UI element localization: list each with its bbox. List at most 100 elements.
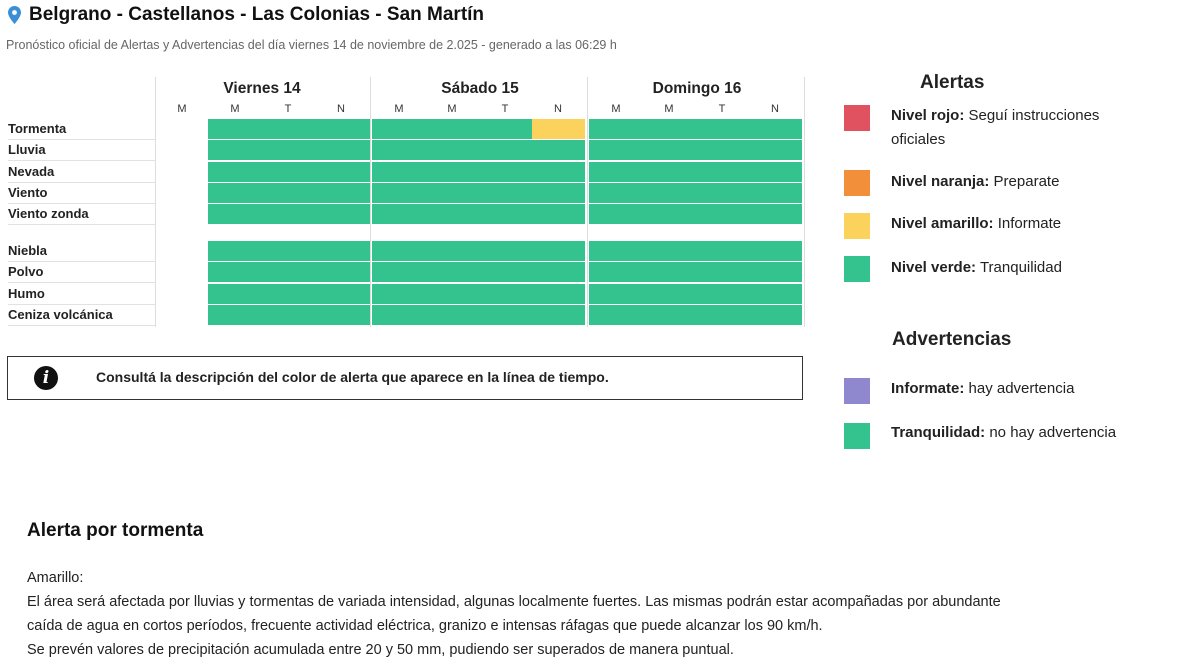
alert-cell bbox=[749, 161, 802, 182]
alert-cell bbox=[643, 140, 697, 161]
alert-cell bbox=[316, 161, 370, 182]
alert-cell bbox=[697, 262, 749, 283]
info-icon: i bbox=[34, 366, 58, 390]
legend-item-label: Informate: bbox=[891, 380, 965, 397]
alert-cell bbox=[643, 182, 697, 203]
legend-item-text: Nivel verde: Tranquilidad bbox=[891, 259, 1062, 276]
legend-swatch bbox=[844, 105, 870, 131]
legend-item-text: Nivel naranja: Preparate bbox=[891, 173, 1060, 190]
row-label: Humo bbox=[8, 285, 45, 301]
day-header: Domingo 16 bbox=[652, 80, 742, 97]
alert-cell bbox=[589, 182, 643, 203]
alert-cell bbox=[208, 119, 262, 139]
row-label: Niebla bbox=[8, 243, 48, 258]
row-label: Ceniza volcánica bbox=[8, 306, 113, 322]
alert-cell bbox=[262, 182, 316, 203]
alert-cell bbox=[372, 304, 426, 325]
alert-cell bbox=[316, 262, 370, 283]
alert-cell bbox=[208, 140, 262, 161]
alert-cell bbox=[697, 304, 749, 325]
alert-cell bbox=[589, 161, 643, 182]
detail-line: caída de agua en cortos períodos, frecue… bbox=[27, 618, 823, 634]
legend-item-label: Nivel naranja: bbox=[891, 173, 990, 190]
alert-cell bbox=[426, 283, 480, 304]
alert-cell bbox=[589, 304, 643, 325]
alert-cell bbox=[372, 204, 426, 225]
alert-cell bbox=[372, 119, 426, 139]
alert-cell bbox=[749, 140, 802, 161]
alert-cell bbox=[589, 262, 643, 283]
time-slot-label: T bbox=[284, 103, 292, 115]
alert-cell bbox=[697, 119, 749, 139]
time-slot-label: N bbox=[554, 103, 562, 115]
page-subtitle: Pronóstico oficial de Alertas y Adverten… bbox=[6, 38, 617, 52]
page-title-text: Belgrano - Castellanos - Las Colonias - … bbox=[29, 4, 485, 25]
alert-cell bbox=[589, 241, 643, 261]
time-slot-label: M bbox=[177, 103, 187, 115]
alert-cell bbox=[589, 119, 643, 139]
alert-cell bbox=[532, 283, 585, 304]
alert-cell bbox=[480, 241, 532, 261]
alert-cell bbox=[426, 204, 480, 225]
alert-cell bbox=[262, 304, 316, 325]
alert-cell bbox=[480, 182, 532, 203]
alert-cell bbox=[480, 140, 532, 161]
alert-cell bbox=[589, 204, 643, 225]
alert-cell bbox=[532, 161, 585, 182]
time-slot-label: M bbox=[230, 103, 240, 115]
alert-cell bbox=[426, 262, 480, 283]
row-divider bbox=[8, 261, 155, 262]
alert-cell bbox=[262, 119, 316, 139]
alert-cell bbox=[262, 262, 316, 283]
alert-cell bbox=[208, 182, 262, 203]
alert-cell bbox=[316, 140, 370, 161]
alert-cell bbox=[372, 140, 426, 161]
alert-cell bbox=[426, 304, 480, 325]
alert-cell bbox=[749, 119, 802, 139]
alert-cell bbox=[643, 119, 697, 139]
row-divider bbox=[8, 303, 155, 305]
time-slot-label: M bbox=[394, 103, 404, 115]
alert-cell bbox=[426, 241, 480, 261]
legend-item-label: Tranquilidad: bbox=[891, 424, 986, 441]
row-divider bbox=[8, 224, 155, 226]
day-header: Sábado 15 bbox=[441, 80, 519, 97]
row-label: Tormenta bbox=[8, 121, 67, 136]
notice-box: i Consultá la descripción del color de a… bbox=[7, 356, 803, 400]
alert-cell bbox=[532, 241, 585, 261]
row-label: Polvo bbox=[8, 264, 44, 280]
alert-cell bbox=[262, 283, 316, 304]
row-divider bbox=[8, 160, 155, 162]
time-slot-label: N bbox=[771, 103, 779, 115]
alert-cell bbox=[316, 241, 370, 261]
alert-cell bbox=[208, 262, 262, 283]
alert-cell bbox=[372, 161, 426, 182]
row-label: Viento zonda bbox=[8, 206, 89, 222]
alert-cell bbox=[697, 140, 749, 161]
row-divider bbox=[8, 324, 155, 326]
alert-cell bbox=[643, 262, 697, 283]
row-divider bbox=[8, 202, 155, 204]
legend-item-label: Nivel rojo: bbox=[891, 107, 965, 124]
legend-item-label: Nivel amarillo: bbox=[891, 215, 994, 232]
alert-cell bbox=[749, 204, 802, 225]
alert-cell bbox=[532, 204, 585, 225]
detail-title: Alerta por tormenta bbox=[27, 520, 204, 541]
day-separator bbox=[370, 77, 371, 327]
row-divider bbox=[8, 181, 155, 183]
day-separator bbox=[155, 77, 156, 327]
legend-alertas-title: Alertas bbox=[920, 72, 985, 93]
time-slot-label: N bbox=[337, 103, 345, 115]
alert-cell bbox=[262, 161, 316, 182]
alert-cell bbox=[643, 304, 697, 325]
alert-cell bbox=[749, 304, 802, 325]
alert-cell bbox=[208, 283, 262, 304]
alert-cell bbox=[208, 304, 262, 325]
alert-cell bbox=[697, 241, 749, 261]
alert-cell bbox=[262, 140, 316, 161]
row-label: Lluvia bbox=[8, 142, 46, 158]
alert-cell bbox=[643, 241, 697, 261]
alert-cell bbox=[316, 119, 370, 139]
alert-cell bbox=[480, 204, 532, 225]
time-slot-label: T bbox=[718, 103, 726, 115]
